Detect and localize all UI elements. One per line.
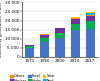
Bar (86, 12, 94, 13)
Bar (56, 33, 64, 38)
Bar (70, 18, 80, 19)
Bar (86, 15, 94, 16)
Bar (86, 16, 94, 21)
Y-axis label: Electricity generation (TWh): Electricity generation (TWh) (0, 2, 4, 57)
Bar (56, 28, 64, 33)
Bar (40, 42, 50, 57)
Bar (70, 24, 80, 30)
Bar (40, 34, 50, 35)
Bar (56, 38, 64, 57)
Legend: Others, Nuclear, Fossil, Hydro, Solar, Wind: Others, Nuclear, Fossil, Hydro, Solar, W… (10, 74, 55, 81)
Bar (86, 29, 94, 57)
Bar (86, 21, 94, 29)
Bar (70, 19, 80, 24)
Bar (26, 45, 34, 46)
Bar (70, 30, 80, 57)
Bar (86, 13, 94, 15)
Bar (26, 48, 34, 57)
Bar (40, 38, 50, 42)
Bar (26, 46, 34, 48)
Bar (40, 35, 50, 38)
